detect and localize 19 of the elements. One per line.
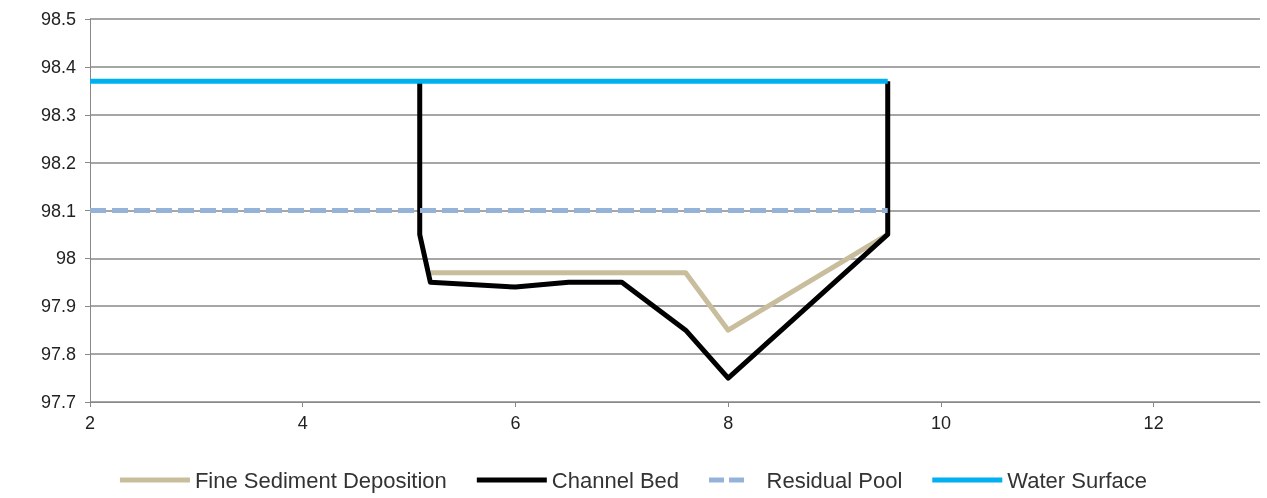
y-tick-label: 98 (55, 248, 76, 269)
y-tick-label: 98.1 (40, 200, 76, 221)
x-tick-label: 8 (723, 413, 734, 433)
y-tick-label: 97.8 (40, 344, 76, 365)
y-tick-label: 98.3 (40, 104, 76, 125)
x-tick-label: 4 (297, 413, 308, 433)
y-tick-label: 98.4 (40, 56, 76, 77)
legend-label: Water Surface (1007, 467, 1148, 493)
x-tick-label: 2 (84, 413, 96, 433)
x-tick-label: 10 (930, 413, 951, 433)
y-tick-label: 98.5 (40, 9, 76, 29)
x-tick-label: 6 (510, 413, 521, 433)
legend-label: Fine Sediment Deposition (194, 467, 447, 493)
y-tick-label: 97.7 (40, 392, 76, 412)
y-tick-label: 97.9 (40, 296, 76, 317)
x-tick-label: 12 (1143, 413, 1164, 433)
legend-label: Channel Bed (551, 467, 680, 493)
y-tick-label: 98.2 (40, 152, 76, 173)
legend-label: Residual Pool (766, 467, 903, 493)
